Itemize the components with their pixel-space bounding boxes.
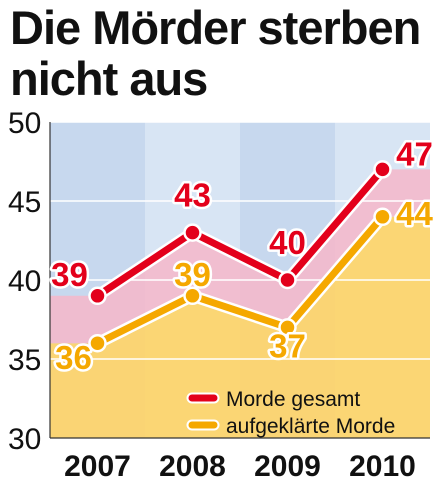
chart-title: Die Mörder sterben nicht aus bbox=[10, 1, 421, 105]
y-tick-label: 40 bbox=[8, 265, 41, 298]
morde-gesamt-point bbox=[373, 160, 392, 179]
legend-label: Morde gesamt bbox=[226, 388, 360, 411]
morde-gesamt-line bbox=[94, 165, 386, 300]
morde-gesamt-point bbox=[88, 286, 107, 306]
chart-title-line-2: nicht aus bbox=[10, 52, 208, 105]
x-tick-label: 2007 bbox=[64, 450, 131, 483]
aufgeklaerte-morde-point bbox=[183, 286, 202, 306]
aufgeklaerte-morde-line bbox=[94, 213, 386, 347]
y-tick-label: 35 bbox=[8, 344, 41, 377]
morde-gesamt-point bbox=[278, 270, 297, 290]
data-label-morde-gesamt: 40 bbox=[269, 224, 306, 261]
data-label-aufgeklaerte-morde: 36 bbox=[55, 339, 92, 376]
data-label-aufgeklaerte-morde: 37 bbox=[269, 327, 306, 364]
y-tick-label: 45 bbox=[8, 186, 41, 219]
chart-title-line-1: Die Mörder sterben bbox=[10, 1, 421, 54]
data-label-morde-gesamt: 47 bbox=[396, 135, 433, 172]
data-label-aufgeklaerte-morde: 39 bbox=[174, 256, 211, 293]
x-tick-label: 2009 bbox=[254, 450, 321, 483]
data-label-morde-gesamt: 43 bbox=[174, 177, 211, 214]
x-tick-label: 2008 bbox=[159, 450, 226, 483]
data-label-morde-gesamt: 39 bbox=[51, 256, 88, 293]
y-tick-label: 50 bbox=[8, 107, 41, 140]
legend-label: aufgeklärte Morde bbox=[226, 415, 395, 438]
morde-gesamt-point bbox=[183, 223, 202, 242]
area-morde-gesamt bbox=[50, 169, 430, 344]
data-label-aufgeklaerte-morde: 44 bbox=[396, 195, 433, 232]
legend: Morde gesamt aufgeklärte Morde bbox=[186, 388, 395, 438]
aufgeklaerte-morde-point bbox=[88, 333, 107, 353]
x-tick-label: 2010 bbox=[349, 450, 416, 483]
y-tick-label: 30 bbox=[8, 423, 41, 456]
aufgeklaerte-morde-point bbox=[373, 207, 392, 227]
aufgeklaerte-morde-point bbox=[278, 318, 297, 337]
